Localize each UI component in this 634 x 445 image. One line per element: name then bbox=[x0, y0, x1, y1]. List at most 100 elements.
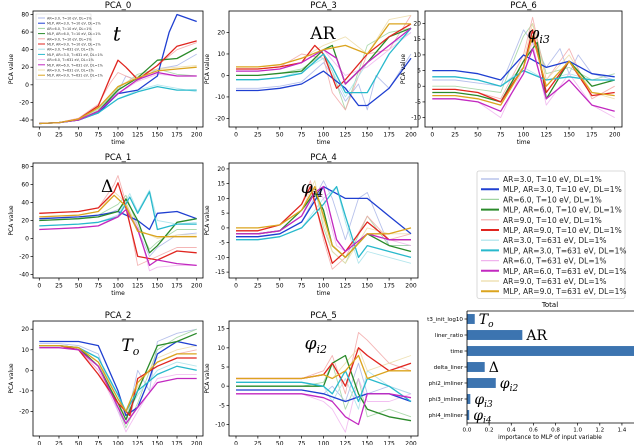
x-axis-label: time bbox=[317, 139, 331, 146]
series-line bbox=[432, 41, 615, 103]
legend-frame bbox=[476, 170, 626, 299]
series-line bbox=[39, 198, 197, 254]
series-line bbox=[432, 47, 615, 112]
y-axis-label: PCA value bbox=[8, 54, 15, 85]
legend-large: AR=3.0, T=10 eV, DL=1%MLP, AR=3.0, T=10 … bbox=[476, 170, 626, 299]
x-tick-label: 25 bbox=[55, 132, 63, 139]
panel-pca-1: PCA_1 0 25 50 75 100 125 150 175 200 -40 -20 0 20 40 60… bbox=[8, 153, 204, 297]
y-tick-label: -20 bbox=[19, 253, 29, 260]
bar bbox=[467, 346, 634, 356]
panel-pca-3: PCA_30 25 50 75 100 125 150 175 200-20-1001020ti… bbox=[204, 1, 419, 146]
y-tick-label: 5 bbox=[221, 364, 225, 371]
y-tick-label: 15 bbox=[217, 326, 225, 333]
x-tick-label: 0 bbox=[37, 441, 41, 445]
bar-annotation: Δ bbox=[489, 360, 499, 376]
x-axis-label: time bbox=[517, 139, 531, 146]
x-tick-label: 50 bbox=[75, 441, 83, 445]
x-tick-label: 175 bbox=[383, 283, 395, 290]
x-tick-label: 25 bbox=[55, 441, 63, 445]
x-tick-label: 75 bbox=[95, 283, 103, 290]
series-line bbox=[236, 186, 412, 252]
panel-pca-5: PCA_50255075100125150175200-10-5051015ti… bbox=[204, 311, 419, 445]
y-tick-label: 20 bbox=[217, 29, 225, 36]
y-axis-label: PCA value bbox=[8, 363, 15, 394]
x-tick-label: 200 bbox=[191, 132, 203, 139]
category-label: time bbox=[450, 349, 463, 355]
x-tick-label: 200 bbox=[405, 283, 417, 290]
series-line bbox=[236, 23, 411, 68]
y-tick-label: -5 bbox=[415, 99, 421, 106]
x-tick-label: 25 bbox=[254, 132, 262, 139]
x-tick-label: 175 bbox=[383, 441, 395, 445]
series-line bbox=[39, 175, 197, 266]
y-tick-label: 20 bbox=[21, 326, 29, 333]
series-line bbox=[39, 194, 197, 238]
series-line bbox=[236, 27, 412, 85]
legend-label: AR=3.0, T=631 eV, DL=1% bbox=[503, 236, 607, 245]
x-tick-label: 200 bbox=[191, 283, 203, 290]
panel-annotation: φi3 bbox=[527, 24, 549, 46]
legend-label: AR=9.0, T=631 eV, DL=1% bbox=[503, 277, 607, 286]
y-tick-label: 20 bbox=[21, 64, 29, 71]
y-tick-label: 10 bbox=[217, 195, 225, 202]
x-tick-label: 150 bbox=[563, 132, 575, 139]
x-tick-label: 50 bbox=[474, 132, 482, 139]
x-tick-label: 25 bbox=[55, 283, 63, 290]
legend-label: MLP, AR=6.0, T=10 eV, DL=1% bbox=[47, 32, 101, 36]
y-tick-label: -20 bbox=[215, 115, 225, 122]
x-tick-label: 25 bbox=[254, 441, 262, 445]
series-line bbox=[236, 191, 412, 259]
legend-label: MLP, AR=6.0, T=10 eV, DL=1% bbox=[503, 206, 622, 215]
series-line bbox=[39, 191, 197, 231]
x-tick-label: 75 bbox=[298, 132, 306, 139]
y-tick-label: -15 bbox=[215, 269, 225, 276]
legend-frame bbox=[35, 13, 92, 80]
x-tick-label: 150 bbox=[152, 283, 164, 290]
legend-label: AR=3.0, T=631 eV, DL=1% bbox=[47, 48, 95, 52]
series-line bbox=[39, 340, 197, 417]
panel-title: Total bbox=[541, 301, 558, 309]
y-tick-label: 60 bbox=[21, 29, 29, 36]
x-tick-label: 200 bbox=[405, 441, 417, 445]
x-tick-label: 100 bbox=[318, 283, 330, 290]
y-tick-label: -40 bbox=[19, 117, 29, 124]
series-line bbox=[236, 53, 412, 111]
series-group bbox=[39, 328, 197, 433]
x-tick-label: 100 bbox=[518, 132, 530, 139]
legend-label: MLP, AR=9.0, T=631 eV, DL=1% bbox=[503, 287, 626, 296]
panel-annotation: φi4 bbox=[301, 178, 323, 200]
series-line bbox=[236, 354, 411, 380]
y-tick-label: 80 bbox=[21, 164, 29, 171]
series-line bbox=[39, 344, 197, 413]
plot-frame bbox=[32, 162, 204, 279]
category-label: phi3_imliner bbox=[429, 397, 464, 403]
x-tick-label: 1.0 bbox=[573, 428, 582, 434]
x-tick-label: 150 bbox=[152, 441, 164, 445]
series-line bbox=[236, 185, 411, 264]
x-tick-label: 200 bbox=[191, 441, 203, 445]
y-tick-label: 60 bbox=[21, 182, 29, 189]
y-tick-label: 80 bbox=[21, 12, 29, 19]
y-tick-label: -5 bbox=[219, 240, 225, 247]
x-tick-label: 100 bbox=[112, 441, 124, 445]
x-axis-label: time bbox=[111, 290, 125, 297]
panel-pca-4: PCA_4 0 25 50 75 100 125 150 175 200 -15 -10 -5 0 5 10 1… bbox=[204, 153, 419, 297]
series-line bbox=[236, 393, 412, 426]
x-tick-label: 150 bbox=[362, 441, 374, 445]
x-tick-label: 50 bbox=[75, 132, 83, 139]
plot-frame bbox=[424, 10, 623, 128]
legend-label: MLP, AR=3.0, T=10 eV, DL=1% bbox=[503, 185, 622, 194]
x-tick-label: 75 bbox=[298, 283, 306, 290]
x-tick-label: 125 bbox=[340, 283, 352, 290]
x-tick-label: 100 bbox=[318, 132, 330, 139]
y-tick-label: 10 bbox=[217, 51, 225, 58]
y-tick-label: -20 bbox=[19, 408, 29, 415]
series-group bbox=[236, 332, 412, 433]
series-line bbox=[39, 194, 197, 250]
y-tick-label: -5 bbox=[219, 402, 225, 409]
y-tick-label: -10 bbox=[215, 254, 225, 261]
bar bbox=[467, 362, 485, 372]
y-tick-label: 0 bbox=[221, 72, 225, 79]
series-line bbox=[236, 185, 411, 253]
x-tick-label: 0 bbox=[37, 132, 41, 139]
